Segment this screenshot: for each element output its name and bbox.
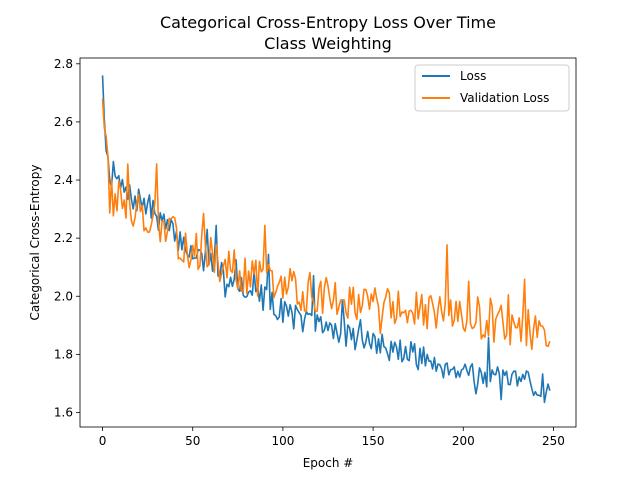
y-tick-label: 1.6 (54, 405, 73, 419)
series-line-loss (101, 75, 551, 404)
y-tick-label: 2.8 (54, 57, 73, 71)
legend: Loss Validation Loss (414, 64, 570, 112)
x-tick-label: 0 (99, 434, 107, 448)
y-axis-ticks: 1.6 1.8 2.0 2.2 2.4 2.6 2.8 (54, 57, 80, 419)
y-tick-label: 1.8 (54, 347, 73, 361)
plot-frame (79, 57, 577, 428)
x-tick-label: 150 (362, 434, 385, 448)
x-tick-label: 50 (185, 434, 200, 448)
legend-box (414, 64, 570, 112)
y-axis-label: Categorical Cross-Entropy (28, 165, 42, 321)
x-tick-label: 200 (452, 434, 475, 448)
y-tick-label: 2.6 (54, 115, 73, 129)
x-axis-ticks: 0 50 100 150 200 250 (99, 427, 565, 448)
series-layer (101, 75, 551, 404)
x-tick-label: 100 (271, 434, 294, 448)
y-tick-label: 2.2 (54, 231, 73, 245)
y-tick-label: 2.0 (54, 289, 73, 303)
plot-area (79, 57, 577, 428)
legend-label-loss: Loss (460, 69, 486, 83)
chart-subtitle: Class Weighting (264, 34, 392, 53)
x-tick-label: 250 (542, 434, 565, 448)
y-tick-label: 2.4 (54, 173, 73, 187)
legend-label-validation-loss: Validation Loss (460, 91, 549, 105)
series-line-validation-loss (101, 98, 551, 351)
x-axis-label: Epoch # (303, 456, 354, 470)
chart-title: Categorical Cross-Entropy Loss Over Time (160, 13, 496, 32)
